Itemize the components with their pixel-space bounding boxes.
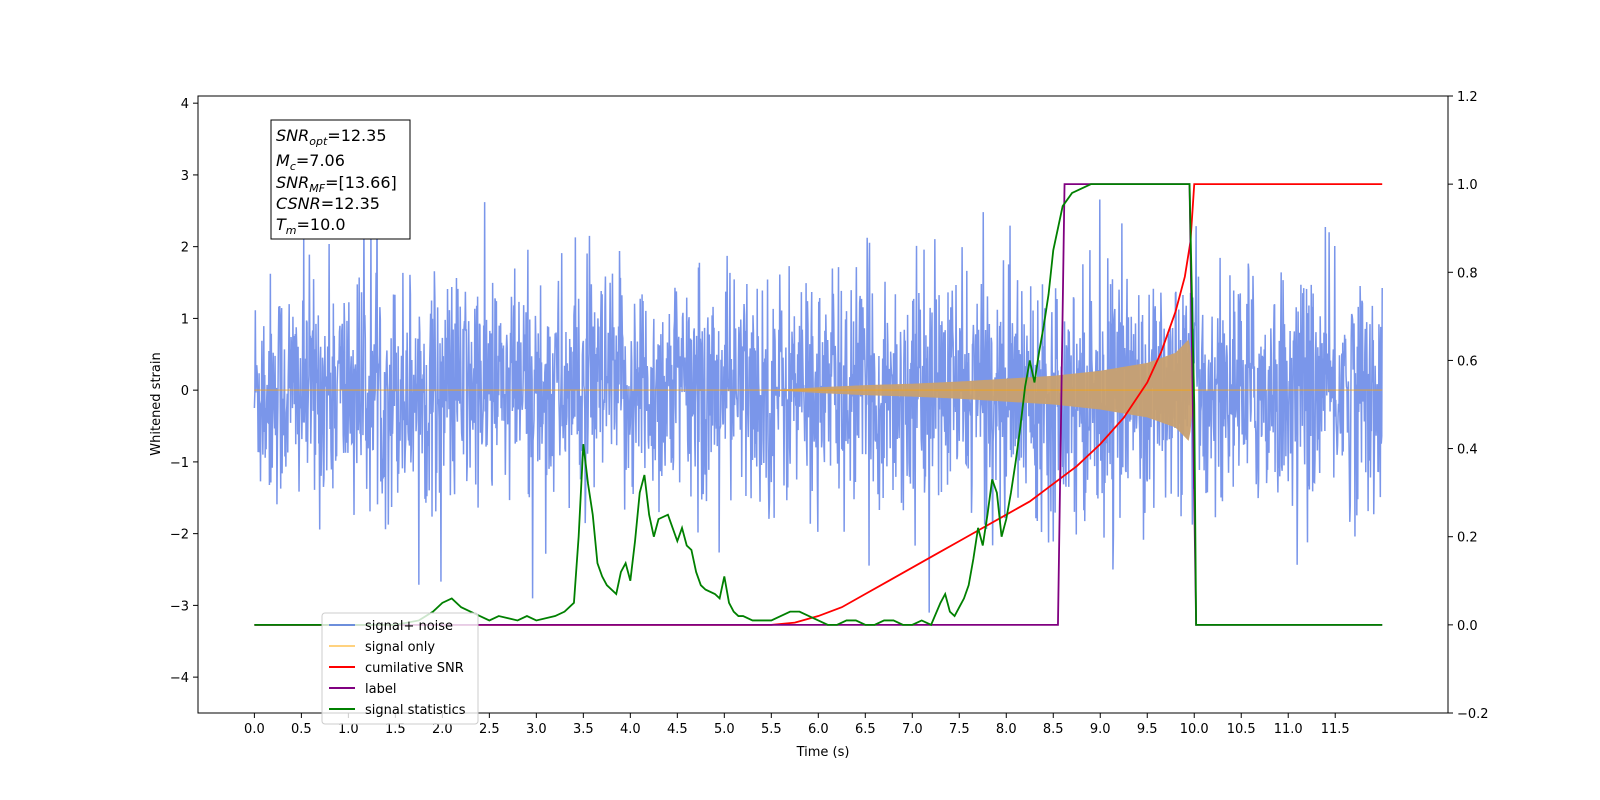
legend-label-signal-noise: signal+ noise <box>365 619 453 634</box>
info-csnr: CSNR=12.35 <box>276 194 380 213</box>
legend-label-label: label <box>365 682 396 697</box>
y2-tick-label: 0.2 <box>1457 531 1478 546</box>
info-snr-mf: SNRMF=[13.66] <box>276 173 397 195</box>
legend-label-cumulative-snr: cumilative SNR <box>365 661 464 676</box>
legend-label-signal-only: signal only <box>365 640 435 655</box>
x-tick-label: 10.5 <box>1227 722 1256 737</box>
x-tick-label: 8.0 <box>996 722 1017 737</box>
y-tick-label: 0 <box>181 384 189 399</box>
x-tick-label: 1.5 <box>385 722 406 737</box>
y-tick-label: 1 <box>181 312 189 327</box>
y2-tick-label: 1.2 <box>1457 90 1478 105</box>
x-tick-label: 4.5 <box>667 722 688 737</box>
x-tick-label: 10.0 <box>1180 722 1209 737</box>
x-tick-label: 0.5 <box>291 722 312 737</box>
y-tick-label: −2 <box>170 528 189 543</box>
y-tick-label: 4 <box>181 97 189 112</box>
y2-tick-label: 0.4 <box>1457 443 1478 458</box>
x-tick-label: 3.5 <box>573 722 594 737</box>
x-tick-label: 1.0 <box>338 722 359 737</box>
legend-frame <box>321 612 479 725</box>
info-tm: Tm=10.0 <box>276 215 346 237</box>
legend: signal+ noise signal only cumilative SNR… <box>321 612 479 725</box>
series-cumulative-snr <box>254 183 1383 626</box>
x-tick-label: 5.0 <box>714 722 735 737</box>
x-tick-label: 5.5 <box>761 722 782 737</box>
plot-layer <box>253 171 1383 627</box>
y-tick-label: 2 <box>181 241 189 256</box>
y2-tick-label: 0.8 <box>1457 266 1478 281</box>
x-tick-label: 7.0 <box>902 722 923 737</box>
info-box: SNRopt=12.35 Mc=7.06 SNRMF=[13.66] CSNR=… <box>270 119 411 240</box>
info-snr-opt: SNRopt=12.35 <box>276 126 387 148</box>
x-tick-label: 6.5 <box>855 722 876 737</box>
x-tick-label: 2.5 <box>479 722 500 737</box>
x-tick-label: 2.0 <box>432 722 453 737</box>
y2-tick-label: 1.0 <box>1457 178 1478 193</box>
plot-frame <box>197 95 1449 714</box>
y-tick-label: −4 <box>170 671 189 686</box>
x-tick-label: 4.0 <box>620 722 641 737</box>
y-tick-label: 3 <box>181 169 189 184</box>
series-signal-statistics <box>254 183 1383 627</box>
info-box-frame <box>270 119 411 240</box>
x-tick-label: 7.5 <box>949 722 970 737</box>
x-tick-label: 6.0 <box>808 722 829 737</box>
x-tick-label: 9.5 <box>1137 722 1158 737</box>
ticks-layer: 0.0 0.5 1.0 1.5 2.0 2.5 3.0 3.5 4.0 4.5 5.0 5.5 6.0 6… <box>170 90 1489 737</box>
y2-tick-label: 0.0 <box>1457 619 1478 634</box>
y-tick-label: −1 <box>170 456 189 471</box>
legend-label-signal-statistics: signal statistics <box>365 703 466 718</box>
x-axis-title: Time (s) <box>796 745 850 760</box>
x-tick-label: 0.0 <box>244 722 265 737</box>
x-tick-label: 11.5 <box>1321 722 1350 737</box>
x-tick-label: 3.0 <box>526 722 547 737</box>
y2-tick-label: 0.6 <box>1457 354 1478 369</box>
y-tick-label: −3 <box>170 599 189 614</box>
x-tick-label: 8.5 <box>1043 722 1064 737</box>
x-tick-label: 9.0 <box>1090 722 1111 737</box>
x-tick-label: 11.0 <box>1274 722 1303 737</box>
y-axis-title: Whitened strain <box>149 352 164 455</box>
y2-tick-label: −0.2 <box>1457 707 1489 722</box>
info-mc: Mc=7.06 <box>276 151 345 173</box>
